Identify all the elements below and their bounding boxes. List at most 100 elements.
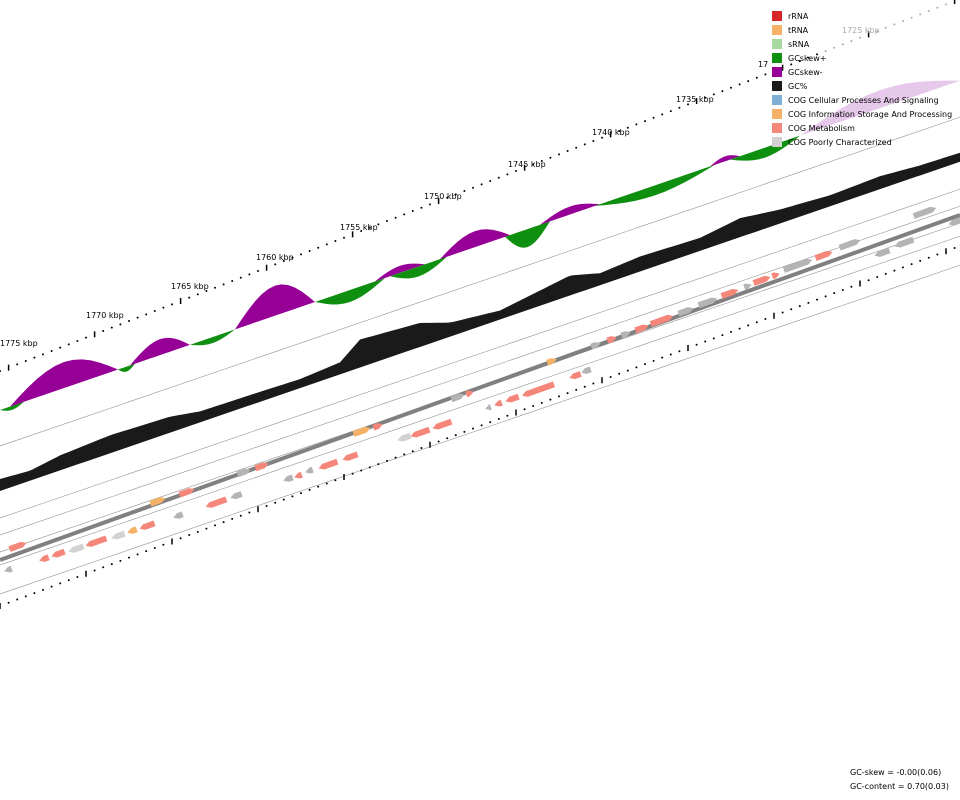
gene-arrow xyxy=(450,393,465,403)
minor-tick xyxy=(575,146,578,149)
minor-tick xyxy=(738,83,741,86)
minor-tick xyxy=(420,206,423,209)
minor-tick xyxy=(678,350,681,353)
minor-tick xyxy=(24,595,27,598)
gc-skew-negative xyxy=(130,337,190,366)
minor-tick xyxy=(24,360,27,363)
minor-tick xyxy=(368,226,371,229)
minor-tick xyxy=(669,110,672,113)
gene-arrow xyxy=(294,471,303,479)
minor-tick xyxy=(721,334,724,337)
minor-tick xyxy=(42,588,44,591)
legend-item: COG Information Storage And Processing xyxy=(772,107,960,121)
minor-tick xyxy=(678,106,681,109)
gene-arrow xyxy=(606,336,617,344)
gene-arrow xyxy=(342,451,359,461)
minor-tick xyxy=(927,256,930,259)
minor-tick xyxy=(188,296,191,299)
minor-tick xyxy=(214,524,216,527)
minor-tick xyxy=(119,323,122,326)
minor-tick xyxy=(824,50,827,53)
minor-tick xyxy=(145,550,148,553)
legend-swatch xyxy=(772,25,782,35)
gene-arrow xyxy=(68,543,85,553)
minor-tick xyxy=(884,272,887,275)
legend-swatch xyxy=(772,11,782,21)
tick-label: 1735 kbp xyxy=(676,95,714,104)
minor-tick xyxy=(850,40,853,43)
gene-arrow xyxy=(505,393,520,403)
tick-label: 1750 kbp xyxy=(424,192,462,201)
minor-tick xyxy=(360,230,363,233)
minor-tick xyxy=(67,579,70,582)
minor-tick xyxy=(807,301,810,304)
minor-tick xyxy=(437,440,440,443)
gc-skew-negative xyxy=(10,359,118,407)
minor-tick xyxy=(188,534,191,537)
minor-tick xyxy=(386,220,388,223)
minor-tick xyxy=(764,317,767,320)
gene-arrow xyxy=(85,535,108,547)
minor-tick xyxy=(747,324,750,327)
minor-tick xyxy=(429,203,431,206)
gene-arrow xyxy=(720,288,739,299)
gene-arrow xyxy=(590,342,601,350)
minor-tick xyxy=(833,46,836,49)
gene-arrow xyxy=(127,526,138,534)
minor-tick xyxy=(601,136,603,139)
minor-tick xyxy=(300,492,302,495)
minor-tick xyxy=(394,456,397,459)
gene-arrow xyxy=(149,497,166,507)
minor-tick xyxy=(472,186,474,189)
gene-arrow xyxy=(634,324,649,334)
minor-tick xyxy=(317,485,320,488)
minor-tick xyxy=(695,343,698,346)
gc-skew-positive xyxy=(118,363,135,372)
gene-arrow xyxy=(782,258,813,273)
minor-tick xyxy=(463,190,466,193)
legend-label: COG Cellular Processes And Signaling xyxy=(788,95,939,105)
minor-tick xyxy=(945,3,947,6)
minor-tick xyxy=(334,479,337,482)
legend: rRNA tRNA sRNA GCskew+ GCskew- GC% COG Cellula… xyxy=(772,9,960,149)
minor-tick xyxy=(179,537,182,540)
gene-arrow xyxy=(205,496,228,508)
minor-tick xyxy=(16,598,19,601)
minor-tick xyxy=(274,501,277,504)
gc-skew-negative xyxy=(710,155,740,167)
gene-arrow xyxy=(912,206,937,219)
gene-arrow xyxy=(838,239,861,251)
gc-content-stat: GC-content = 0.70(0.03) xyxy=(850,782,949,791)
legend-label: GCskew- xyxy=(788,67,823,77)
inner-dot-ruler xyxy=(0,247,956,609)
legend-swatch xyxy=(772,53,782,63)
minor-tick xyxy=(652,116,655,119)
minor-tick xyxy=(291,256,294,259)
minor-tick xyxy=(704,96,707,99)
minor-tick xyxy=(876,276,879,279)
minor-tick xyxy=(867,279,870,282)
gene-arrow xyxy=(39,554,50,562)
minor-tick xyxy=(592,140,595,143)
gene-arrow xyxy=(677,307,694,317)
minor-tick xyxy=(730,86,732,89)
minor-tick xyxy=(626,126,629,129)
minor-tick xyxy=(196,293,199,296)
minor-tick xyxy=(231,517,234,520)
minor-tick xyxy=(781,311,784,314)
minor-tick xyxy=(755,321,758,324)
minor-tick xyxy=(93,569,96,572)
minor-tick xyxy=(738,327,741,330)
legend-label: GC% xyxy=(788,81,808,91)
minor-tick xyxy=(841,288,844,291)
minor-tick xyxy=(136,316,139,319)
legend-item: COG Poorly Characterized xyxy=(772,135,960,149)
minor-tick xyxy=(506,414,509,417)
minor-tick xyxy=(523,408,526,411)
legend-swatch xyxy=(772,81,782,91)
minor-tick xyxy=(403,213,406,216)
minor-tick xyxy=(411,210,414,213)
minor-tick xyxy=(153,310,156,313)
minor-tick xyxy=(411,450,414,453)
